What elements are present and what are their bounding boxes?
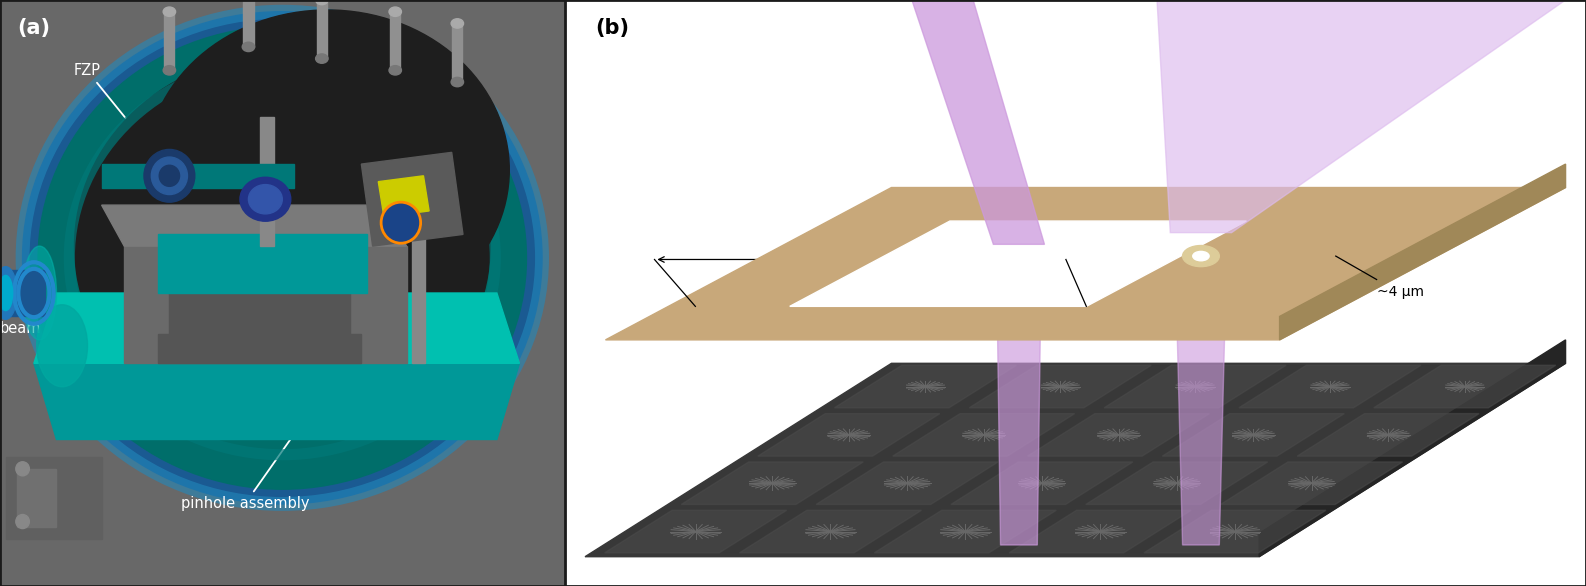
Polygon shape xyxy=(33,363,520,440)
Polygon shape xyxy=(874,510,1056,553)
Polygon shape xyxy=(124,246,406,363)
Polygon shape xyxy=(1259,340,1565,557)
Polygon shape xyxy=(604,510,787,553)
Text: (a): (a) xyxy=(17,18,49,38)
Polygon shape xyxy=(1373,365,1556,408)
Text: FZP: FZP xyxy=(73,63,155,155)
Polygon shape xyxy=(790,221,1247,306)
Polygon shape xyxy=(1158,0,1565,233)
Polygon shape xyxy=(758,414,940,456)
Circle shape xyxy=(151,157,187,195)
Text: beam: beam xyxy=(6,285,48,301)
Bar xyxy=(390,12,400,70)
Polygon shape xyxy=(379,176,430,217)
Polygon shape xyxy=(1175,262,1226,545)
Bar xyxy=(243,0,254,47)
Text: 300 μm: 300 μm xyxy=(820,234,872,248)
Text: pinhole assembly: pinhole assembly xyxy=(181,391,325,512)
Bar xyxy=(165,12,174,70)
Polygon shape xyxy=(1163,414,1345,456)
Ellipse shape xyxy=(22,246,57,340)
Polygon shape xyxy=(159,334,362,363)
Polygon shape xyxy=(585,363,1565,557)
Text: (b): (b) xyxy=(595,18,630,38)
Ellipse shape xyxy=(450,77,463,87)
Text: beam: beam xyxy=(0,321,41,336)
Polygon shape xyxy=(6,457,102,539)
Polygon shape xyxy=(1009,510,1191,553)
Polygon shape xyxy=(1028,414,1210,456)
Text: ML mirror: ML mirror xyxy=(351,63,420,159)
Circle shape xyxy=(1193,251,1209,261)
Ellipse shape xyxy=(249,185,282,214)
Bar xyxy=(6,270,44,316)
Polygon shape xyxy=(1221,462,1402,505)
Polygon shape xyxy=(1104,365,1286,408)
Polygon shape xyxy=(17,469,57,527)
Polygon shape xyxy=(969,365,1151,408)
Ellipse shape xyxy=(450,19,463,28)
Circle shape xyxy=(144,149,195,202)
Polygon shape xyxy=(834,365,1017,408)
Polygon shape xyxy=(102,205,406,246)
Ellipse shape xyxy=(163,66,176,75)
Ellipse shape xyxy=(75,54,490,438)
Ellipse shape xyxy=(146,10,509,330)
Ellipse shape xyxy=(243,42,255,52)
Text: ~4 μm: ~4 μm xyxy=(1377,285,1424,299)
Ellipse shape xyxy=(0,267,17,319)
Bar xyxy=(452,23,463,82)
Polygon shape xyxy=(739,510,921,553)
Polygon shape xyxy=(952,462,1132,505)
Bar xyxy=(260,117,274,246)
Ellipse shape xyxy=(239,177,290,222)
Polygon shape xyxy=(682,462,863,505)
Ellipse shape xyxy=(389,66,401,75)
Bar xyxy=(412,188,425,363)
Polygon shape xyxy=(912,0,1045,244)
Ellipse shape xyxy=(316,54,328,63)
Ellipse shape xyxy=(36,305,87,387)
Circle shape xyxy=(16,515,30,529)
Ellipse shape xyxy=(389,7,401,16)
Circle shape xyxy=(381,202,420,243)
Polygon shape xyxy=(362,152,463,246)
Ellipse shape xyxy=(163,7,176,16)
Circle shape xyxy=(1183,246,1220,267)
Polygon shape xyxy=(817,462,998,505)
Ellipse shape xyxy=(0,275,13,311)
Ellipse shape xyxy=(22,12,542,504)
Polygon shape xyxy=(893,414,1075,456)
Polygon shape xyxy=(1297,414,1480,456)
Text: OSA: OSA xyxy=(198,133,257,184)
Polygon shape xyxy=(159,234,366,293)
Polygon shape xyxy=(1086,462,1267,505)
Polygon shape xyxy=(1280,164,1565,340)
Polygon shape xyxy=(1239,365,1421,408)
Circle shape xyxy=(159,165,179,186)
Ellipse shape xyxy=(38,26,527,489)
Ellipse shape xyxy=(316,0,328,5)
Text: sample: sample xyxy=(198,268,259,347)
Polygon shape xyxy=(170,293,351,340)
Circle shape xyxy=(16,462,30,476)
Polygon shape xyxy=(33,293,520,363)
Polygon shape xyxy=(996,256,1042,545)
Bar xyxy=(317,0,327,59)
Polygon shape xyxy=(1144,510,1326,553)
Polygon shape xyxy=(102,164,293,188)
Polygon shape xyxy=(606,188,1565,340)
